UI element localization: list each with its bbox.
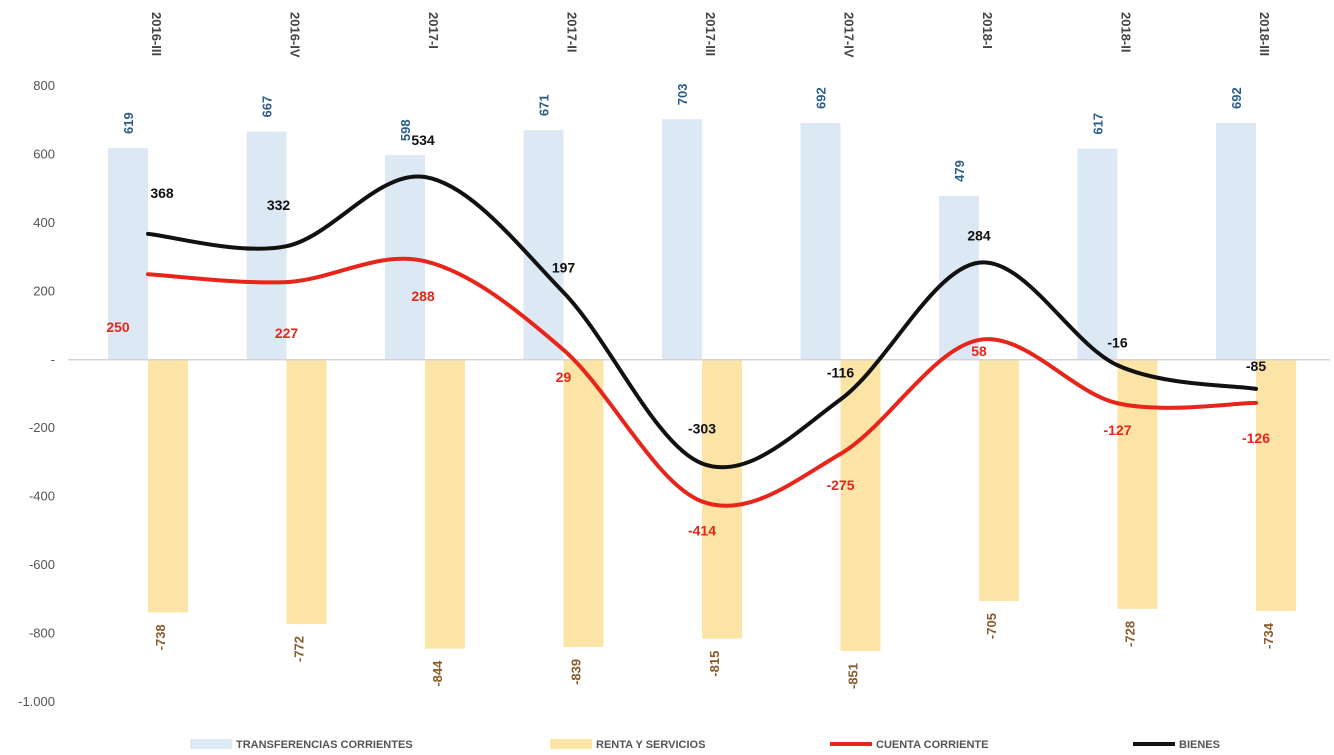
- bars-layer: [108, 119, 1296, 652]
- bar-transferencias-corrientes: [1216, 122, 1256, 360]
- line-value-label: 29: [556, 369, 572, 385]
- legend-label: TRANSFERENCIAS CORRIENTES: [236, 739, 413, 751]
- line-bienes: [146, 174, 1258, 470]
- line-value-label: -85: [1246, 358, 1266, 374]
- bar-renta-y-servicios: [563, 359, 604, 647]
- line-value-label: 284: [967, 228, 991, 244]
- bar-renta-y-servicios: [425, 359, 465, 649]
- line-value-label: 58: [971, 343, 987, 359]
- line-value-label: -414: [688, 522, 716, 538]
- legend-label: RENTA Y SERVICIOS: [596, 739, 705, 751]
- legend-item-cuenta-corriente: CUENTA CORRIENTE: [830, 739, 988, 751]
- line-value-label: 197: [552, 259, 576, 275]
- line-value-label: 368: [150, 185, 174, 201]
- legend-item-renta-y-servicios: RENTA Y SERVICIOS: [550, 739, 705, 751]
- bar-value-label: 598: [398, 119, 413, 141]
- bar-transferencias-corrientes: [523, 130, 564, 360]
- y-tick-label: -: [51, 352, 55, 367]
- line-cuenta-corriente: [146, 256, 1258, 508]
- line-value-label: 250: [106, 319, 130, 335]
- lines-layer: [146, 174, 1258, 508]
- bar-value-label: -772: [292, 636, 307, 662]
- category-label: 2016-IV: [288, 12, 303, 58]
- y-tick-label: 800: [33, 78, 55, 93]
- y-tick-label: -800: [29, 626, 55, 641]
- bar-value-label: 692: [1229, 87, 1244, 109]
- bar-value-label: 667: [260, 96, 275, 118]
- line-value-label: 227: [275, 325, 299, 341]
- line-value-label: -116: [827, 364, 854, 380]
- category-label: 2018-II: [1119, 12, 1134, 52]
- bar-renta-y-servicios: [1256, 359, 1296, 611]
- bar-value-label: -815: [707, 651, 722, 677]
- legend: TRANSFERENCIAS CORRIENTES RENTA Y SERVICI…: [190, 739, 1220, 751]
- line-value-label: 288: [411, 288, 435, 304]
- legend-swatch: [190, 739, 232, 749]
- line-value-label: 332: [267, 197, 291, 213]
- y-tick-label: 200: [33, 283, 55, 298]
- y-tick-label: 600: [33, 146, 55, 161]
- y-tick-label: -200: [29, 420, 55, 435]
- y-tick-label: 400: [33, 215, 55, 230]
- bar-renta-y-servicios: [148, 359, 188, 613]
- line-value-label: -127: [1103, 422, 1131, 438]
- bar-renta-y-servicios: [702, 359, 742, 639]
- category-label: 2017-IV: [842, 12, 857, 58]
- axis-layer: 800 600 400 200 - -200 -400 -600 -800 -1.000: [18, 78, 1330, 709]
- category-label: 2017-III: [703, 12, 718, 56]
- legend-item-bienes: BIENES: [1133, 739, 1220, 751]
- line-value-label: -16: [1107, 334, 1127, 350]
- bar-value-label: -851: [846, 663, 861, 689]
- category-label: 2017-II: [565, 12, 580, 52]
- line-value-label: 534: [411, 132, 435, 148]
- y-tick-label: -1.000: [18, 694, 55, 709]
- bar-renta-y-servicios: [286, 359, 327, 624]
- bar-transferencias-corrientes: [800, 122, 841, 360]
- bar-value-label: 671: [537, 94, 552, 116]
- labels-layer: 2016-III 2016-IV 2017-I 2017-II 2017-III 2017…: [106, 12, 1276, 689]
- bar-value-label: -728: [1123, 621, 1138, 647]
- bar-transferencias-corrientes: [108, 147, 148, 360]
- legend-swatch: [550, 739, 592, 749]
- bar-value-label: 619: [121, 112, 136, 134]
- bar-value-label: -705: [984, 613, 999, 639]
- bar-value-label: 479: [952, 160, 967, 182]
- bar-renta-y-servicios: [1117, 359, 1158, 609]
- bar-transferencias-corrientes: [662, 119, 702, 360]
- line-value-label: -126: [1242, 430, 1270, 446]
- bar-renta-y-servicios: [840, 359, 881, 652]
- bar-transferencias-corrientes: [939, 195, 979, 360]
- bar-value-label: 692: [814, 87, 829, 109]
- bar-value-label: -844: [430, 660, 445, 687]
- category-label: 2017-I: [426, 12, 441, 49]
- y-tick-label: -400: [29, 489, 55, 504]
- bar-value-label: 617: [1091, 113, 1106, 135]
- category-label: 2018-I: [980, 12, 995, 49]
- bar-value-label: -734: [1261, 622, 1276, 649]
- legend-item-transferencias-corrientes: TRANSFERENCIAS CORRIENTES: [190, 739, 413, 751]
- category-label: 2018-III: [1257, 12, 1272, 56]
- category-label: 2016-III: [149, 12, 164, 56]
- legend-label: BIENES: [1179, 739, 1220, 751]
- bar-value-label: -839: [569, 659, 584, 685]
- legend-label: CUENTA CORRIENTE: [876, 739, 988, 751]
- bar-value-label: -738: [153, 624, 168, 650]
- bar-transferencias-corrientes: [1077, 148, 1118, 360]
- line-value-label: -275: [826, 477, 854, 493]
- bar-renta-y-servicios: [979, 359, 1019, 602]
- bar-value-label: 703: [675, 83, 690, 105]
- y-tick-label: -600: [29, 557, 55, 572]
- line-value-label: -303: [688, 420, 716, 436]
